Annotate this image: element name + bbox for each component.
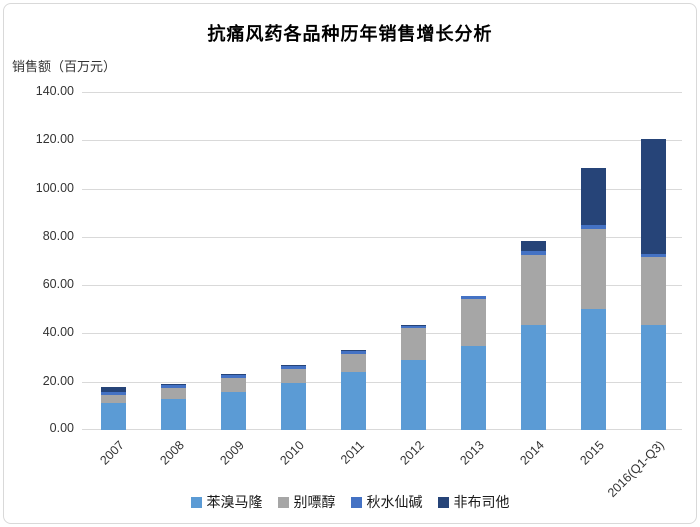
bar-segment-非布司他 <box>401 325 426 326</box>
chart: 抗痛风药各品种历年销售增长分析 销售额（百万元） 0.00 20.00 40.00 6… <box>3 3 697 524</box>
bar-segment-苯溴马隆 <box>101 403 126 430</box>
bar-segment-别嘌醇 <box>101 395 126 403</box>
bar-segment-苯溴马隆 <box>161 399 186 430</box>
bar-segment-苯溴马隆 <box>341 372 366 430</box>
bar-segment-苯溴马隆 <box>521 325 546 430</box>
bar-segment-别嘌醇 <box>161 388 186 399</box>
y-axis-tick-label: 0.00 <box>49 421 74 435</box>
legend-item-苯溴马隆: 苯溴马隆 <box>190 492 263 512</box>
legend-item-秋水仙碱: 秋水仙碱 <box>350 492 423 512</box>
bar-2012 <box>401 92 426 430</box>
bar-segment-非布司他 <box>221 374 246 375</box>
y-axis-tick-label: 120.00 <box>35 132 74 146</box>
bar-segment-秋水仙碱 <box>641 254 666 257</box>
legend-swatch <box>437 496 449 508</box>
legend-swatch <box>350 496 362 508</box>
bar-2009 <box>221 92 246 430</box>
legend-item-别嘌醇: 别嘌醇 <box>277 492 336 512</box>
plot-area <box>82 92 682 430</box>
bar-segment-苯溴马隆 <box>401 360 426 430</box>
y-axis-unit-label: 销售额（百万元） <box>12 59 117 74</box>
y-axis-tick-label: 40.00 <box>42 325 74 339</box>
bar-segment-非布司他 <box>281 365 306 366</box>
bar-segment-秋水仙碱 <box>161 385 186 388</box>
bar-segment-非布司他 <box>641 139 666 254</box>
bar-segment-苯溴马隆 <box>281 383 306 430</box>
legend-label: 秋水仙碱 <box>366 494 423 510</box>
y-axis-tick-label: 80.00 <box>42 229 74 243</box>
bar-segment-非布司他 <box>341 350 366 351</box>
bar-segment-苯溴马隆 <box>221 392 246 430</box>
bar-segment-苯溴马隆 <box>461 346 486 430</box>
bar-segment-秋水仙碱 <box>461 296 486 299</box>
bar-segment-别嘌醇 <box>401 328 426 360</box>
chart-title: 抗痛风药各品种历年销售增长分析 <box>207 24 493 44</box>
gridline <box>82 285 682 286</box>
bar-segment-非布司他 <box>521 241 546 251</box>
bar-segment-非布司他 <box>161 384 186 385</box>
legend-swatch <box>190 496 202 508</box>
bar-segment-秋水仙碱 <box>101 392 126 395</box>
y-axis-tick-label: 60.00 <box>42 277 74 291</box>
bar-segment-秋水仙碱 <box>221 375 246 378</box>
y-axis-tick-label: 100.00 <box>35 181 74 195</box>
bar-segment-别嘌醇 <box>581 229 606 309</box>
gridline <box>82 429 682 430</box>
bar-2010 <box>281 92 306 430</box>
bar-segment-别嘌醇 <box>461 299 486 346</box>
legend-label: 别嘌醇 <box>293 494 336 510</box>
bar-segment-别嘌醇 <box>341 354 366 372</box>
bar-segment-别嘌醇 <box>641 257 666 325</box>
bar-segment-苯溴马隆 <box>581 309 606 430</box>
bar-segment-秋水仙碱 <box>401 326 426 328</box>
y-axis-tick-label: 20.00 <box>42 374 74 388</box>
bar-2008 <box>161 92 186 430</box>
bar-segment-秋水仙碱 <box>521 251 546 255</box>
bar-segment-秋水仙碱 <box>281 366 306 369</box>
bar-2007 <box>101 92 126 430</box>
bar-2013 <box>461 92 486 430</box>
y-axis-tick-label: 140.00 <box>35 84 74 98</box>
legend-label: 非布司他 <box>453 494 510 510</box>
bar-2015 <box>581 92 606 430</box>
gridline <box>82 382 682 383</box>
gridline <box>82 237 682 238</box>
legend-label: 苯溴马隆 <box>206 494 263 510</box>
bar-segment-别嘌醇 <box>221 378 246 392</box>
bar-2016(Q1-Q3) <box>641 92 666 430</box>
bar-segment-非布司他 <box>581 168 606 225</box>
bar-2011 <box>341 92 366 430</box>
gridline <box>82 333 682 334</box>
bar-segment-别嘌醇 <box>521 255 546 325</box>
bar-segment-苯溴马隆 <box>641 325 666 430</box>
bar-segment-别嘌醇 <box>281 369 306 383</box>
bar-segment-秋水仙碱 <box>341 351 366 354</box>
gridline <box>82 92 682 93</box>
bar-segment-秋水仙碱 <box>581 225 606 229</box>
bar-segment-非布司他 <box>101 387 126 392</box>
legend: 苯溴马隆 别嘌醇 秋水仙碱 非布司他 <box>4 492 696 512</box>
legend-item-非布司他: 非布司他 <box>437 492 510 512</box>
gridline <box>82 140 682 141</box>
gridline <box>82 189 682 190</box>
bar-2014 <box>521 92 546 430</box>
legend-swatch <box>277 496 289 508</box>
